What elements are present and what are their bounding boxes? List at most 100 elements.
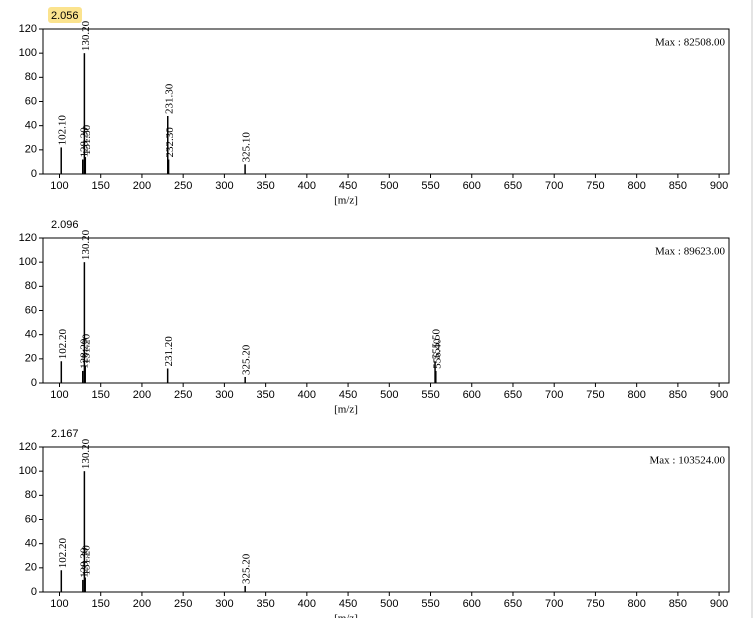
x-tick-label: 600 xyxy=(463,389,481,401)
x-tick-label: 100 xyxy=(50,180,68,192)
x-tick-label: 500 xyxy=(380,180,398,192)
x-tick-label: 350 xyxy=(256,598,274,610)
x-tick-label: 750 xyxy=(586,389,604,401)
y-tick-label: 80 xyxy=(25,280,37,292)
x-tick-label: 650 xyxy=(504,598,522,610)
y-tick-label: 80 xyxy=(25,71,37,83)
x-tick-label: 300 xyxy=(215,389,233,401)
x-tick-label: 350 xyxy=(256,389,274,401)
x-tick-label: 400 xyxy=(298,598,316,610)
max-annotation: Max : 89623.00 xyxy=(655,246,725,258)
x-tick-label: 600 xyxy=(463,180,481,192)
x-tick-label: 150 xyxy=(92,598,110,610)
x-tick-label: 250 xyxy=(174,180,192,192)
x-tick-label: 250 xyxy=(174,598,192,610)
x-tick-label: 700 xyxy=(545,389,563,401)
y-tick-label: 100 xyxy=(19,465,37,477)
y-tick-label: 80 xyxy=(25,489,37,501)
x-tick-label: 250 xyxy=(174,389,192,401)
peak-label: 556.40 xyxy=(431,338,443,369)
panel-title: 2.056 xyxy=(51,10,79,22)
x-tick-label: 150 xyxy=(92,389,110,401)
y-tick-label: 120 xyxy=(19,441,37,453)
x-axis-label: [m/z] xyxy=(334,404,358,416)
y-tick-label: 60 xyxy=(25,304,37,316)
y-tick-label: 0 xyxy=(31,586,37,598)
y-tick-label: 0 xyxy=(31,168,37,180)
x-tick-label: 550 xyxy=(421,389,439,401)
x-tick-label: 650 xyxy=(504,389,522,401)
y-tick-label: 40 xyxy=(25,538,37,550)
x-axis-label: [m/z] xyxy=(334,195,358,207)
peak-label: 325.10 xyxy=(241,132,253,163)
title-highlight xyxy=(48,7,82,23)
x-tick-label: 800 xyxy=(627,180,645,192)
max-annotation: Max : 103524.00 xyxy=(650,455,726,467)
x-tick-label: 100 xyxy=(50,598,68,610)
y-tick-label: 40 xyxy=(25,329,37,341)
x-tick-label: 450 xyxy=(339,598,357,610)
max-annotation: Max : 82508.00 xyxy=(655,37,725,49)
x-tick-label: 450 xyxy=(339,180,357,192)
x-tick-label: 300 xyxy=(215,180,233,192)
x-tick-label: 800 xyxy=(627,389,645,401)
peak-label: 325.20 xyxy=(241,344,253,375)
y-tick-label: 120 xyxy=(19,232,37,244)
x-tick-label: 200 xyxy=(133,180,151,192)
peak-label: 130.20 xyxy=(80,20,92,51)
peak-label: 131.20 xyxy=(81,545,93,576)
panel-title: 2.167 xyxy=(51,428,79,440)
peak-label: 555.50 xyxy=(431,329,443,360)
y-tick-label: 20 xyxy=(25,144,37,156)
plot-frame xyxy=(42,237,730,384)
x-tick-label: 500 xyxy=(380,389,398,401)
y-tick-label: 20 xyxy=(25,353,37,365)
y-tick-label: 100 xyxy=(19,47,37,59)
x-tick-label: 900 xyxy=(710,389,728,401)
x-tick-label: 150 xyxy=(92,180,110,192)
x-tick-label: 200 xyxy=(133,389,151,401)
y-tick-label: 120 xyxy=(19,23,37,35)
peak-label: 232.30 xyxy=(164,127,176,158)
panel-title: 2.096 xyxy=(51,219,79,231)
peak-label: 325.20 xyxy=(241,553,253,584)
x-tick-label: 850 xyxy=(669,389,687,401)
peak-label: 130.20 xyxy=(80,438,92,469)
peak-label: 231.30 xyxy=(163,83,175,114)
y-tick-label: 60 xyxy=(25,513,37,525)
peak-label: 131.20 xyxy=(81,333,93,364)
x-tick-label: 850 xyxy=(669,598,687,610)
x-tick-label: 750 xyxy=(586,598,604,610)
x-tick-label: 350 xyxy=(256,180,274,192)
y-tick-label: 20 xyxy=(25,562,37,574)
x-tick-label: 700 xyxy=(545,180,563,192)
x-tick-label: 100 xyxy=(50,389,68,401)
y-tick-label: 0 xyxy=(31,377,37,389)
x-tick-label: 400 xyxy=(298,180,316,192)
x-tick-label: 700 xyxy=(545,598,563,610)
x-tick-label: 550 xyxy=(421,180,439,192)
x-tick-label: 900 xyxy=(710,598,728,610)
x-tick-label: 650 xyxy=(504,180,522,192)
peak-label: 130.20 xyxy=(80,229,92,260)
y-tick-label: 40 xyxy=(25,120,37,132)
peak-label: 102.20 xyxy=(57,538,69,569)
x-tick-label: 300 xyxy=(215,598,233,610)
plot-frame xyxy=(42,446,730,593)
peak-label: 102.10 xyxy=(57,115,69,146)
x-tick-label: 850 xyxy=(669,180,687,192)
x-tick-label: 550 xyxy=(421,598,439,610)
x-tick-label: 750 xyxy=(586,180,604,192)
x-tick-label: 400 xyxy=(298,389,316,401)
peak-label: 231.20 xyxy=(163,336,175,367)
y-tick-label: 100 xyxy=(19,256,37,268)
plot-frame xyxy=(42,28,730,175)
y-tick-label: 60 xyxy=(25,95,37,107)
x-tick-label: 200 xyxy=(133,598,151,610)
peak-label: 131.30 xyxy=(81,124,93,155)
x-tick-label: 600 xyxy=(463,598,481,610)
peak-label: 102.20 xyxy=(57,329,69,360)
x-tick-label: 500 xyxy=(380,598,398,610)
